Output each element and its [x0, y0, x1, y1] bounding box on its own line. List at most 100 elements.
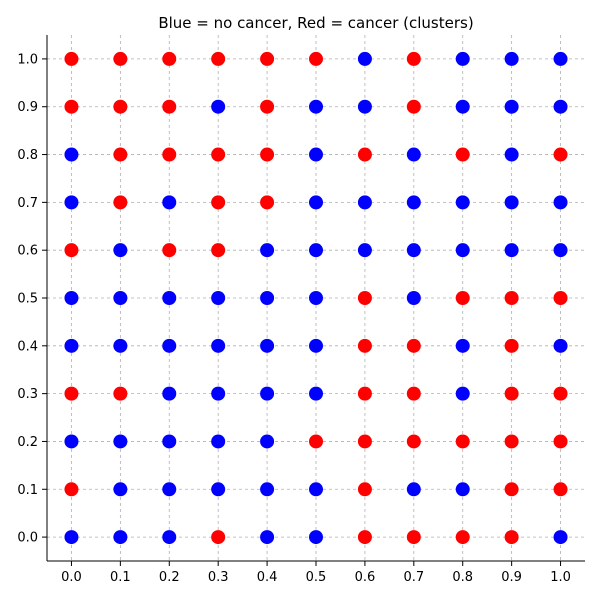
y-tick-label: 0.4: [17, 339, 38, 354]
point-cancer: [162, 147, 177, 162]
point-cancer: [113, 99, 128, 114]
y-tick-label: 0.0: [17, 531, 38, 546]
x-tick-label: 0.0: [61, 570, 82, 585]
point-no-cancer: [309, 99, 323, 114]
point-cancer: [504, 434, 519, 449]
point-no-cancer: [64, 291, 79, 305]
point-no-cancer: [113, 291, 128, 305]
point-no-cancer: [260, 482, 275, 497]
y-tick-label: 0.2: [17, 435, 38, 450]
point-no-cancer: [113, 530, 128, 545]
point-no-cancer: [64, 434, 79, 449]
point-no-cancer: [260, 291, 275, 305]
tick-labels: 0.0 0.1 0.2 0.3 0.4 0.5 0.6 0.7 0.8 0.9 1.0 0.0 0.1 0…: [17, 52, 571, 585]
point-cancer: [64, 386, 79, 401]
x-tick-label: 0.1: [110, 570, 131, 585]
x-tick-label: 0.3: [208, 570, 229, 585]
point-no-cancer: [455, 99, 470, 114]
point-cancer: [357, 530, 372, 545]
point-cancer: [64, 99, 79, 114]
y-tick-label: 0.6: [17, 244, 38, 259]
point-cancer: [162, 99, 177, 114]
data-points: [64, 51, 568, 545]
y-tick-label: 0.9: [17, 100, 38, 115]
point-no-cancer: [504, 195, 519, 210]
point-no-cancer: [162, 482, 177, 497]
point-no-cancer: [64, 147, 79, 162]
point-no-cancer: [113, 243, 128, 258]
point-no-cancer: [406, 147, 421, 162]
y-tick-label: 0.7: [17, 196, 38, 211]
point-cancer: [211, 147, 226, 162]
point-no-cancer: [211, 338, 226, 353]
y-tick-label: 0.3: [17, 387, 38, 402]
x-tick-label: 0.4: [257, 570, 278, 585]
grid-lines: [47, 35, 585, 561]
point-no-cancer: [211, 434, 226, 449]
point-no-cancer: [162, 291, 177, 305]
point-cancer: [504, 386, 519, 401]
point-no-cancer: [357, 51, 372, 66]
point-no-cancer: [553, 243, 568, 258]
point-cancer: [553, 147, 568, 162]
point-no-cancer: [309, 530, 323, 545]
point-cancer: [211, 530, 226, 545]
y-tick-label: 0.1: [17, 483, 38, 498]
x-tick-label: 0.6: [355, 570, 376, 585]
point-cancer: [113, 195, 128, 210]
point-no-cancer: [211, 482, 226, 497]
point-no-cancer: [553, 51, 568, 66]
point-cancer: [553, 386, 568, 401]
point-no-cancer: [455, 386, 470, 401]
point-no-cancer: [553, 99, 568, 114]
point-no-cancer: [455, 243, 470, 258]
point-no-cancer: [260, 338, 275, 353]
point-no-cancer: [406, 291, 421, 305]
point-cancer: [406, 530, 421, 545]
x-tick-label: 1.0: [550, 570, 571, 585]
point-no-cancer: [455, 195, 470, 210]
point-no-cancer: [357, 243, 372, 258]
x-tick-label: 0.9: [501, 570, 522, 585]
chart-title: Blue = no cancer, Red = cancer (clusters…: [158, 14, 473, 32]
point-no-cancer: [455, 338, 470, 353]
point-cancer: [406, 434, 421, 449]
point-cancer: [455, 291, 470, 305]
point-cancer: [357, 386, 372, 401]
y-tick-label: 0.5: [17, 292, 38, 307]
point-no-cancer: [309, 243, 323, 258]
point-cancer: [357, 338, 372, 353]
point-no-cancer: [553, 195, 568, 210]
point-no-cancer: [455, 51, 470, 66]
point-no-cancer: [309, 338, 323, 353]
point-cancer: [64, 243, 79, 258]
point-no-cancer: [309, 482, 323, 497]
point-no-cancer: [113, 434, 128, 449]
point-cancer: [211, 195, 226, 210]
point-cancer: [64, 51, 79, 66]
point-cancer: [504, 338, 519, 353]
point-cancer: [357, 147, 372, 162]
point-cancer: [260, 51, 275, 66]
point-cancer: [162, 243, 177, 258]
point-no-cancer: [260, 530, 275, 545]
point-no-cancer: [113, 482, 128, 497]
point-cancer: [260, 195, 275, 210]
point-cancer: [455, 434, 470, 449]
point-no-cancer: [113, 338, 128, 353]
point-cancer: [406, 51, 421, 66]
point-no-cancer: [309, 291, 323, 305]
point-no-cancer: [455, 482, 470, 497]
point-no-cancer: [553, 338, 568, 353]
point-cancer: [211, 51, 226, 66]
point-cancer: [64, 482, 79, 497]
point-cancer: [162, 51, 177, 66]
point-no-cancer: [309, 147, 323, 162]
point-cancer: [113, 386, 128, 401]
point-cancer: [406, 99, 421, 114]
point-no-cancer: [357, 195, 372, 210]
point-no-cancer: [260, 434, 275, 449]
point-cancer: [211, 243, 226, 258]
